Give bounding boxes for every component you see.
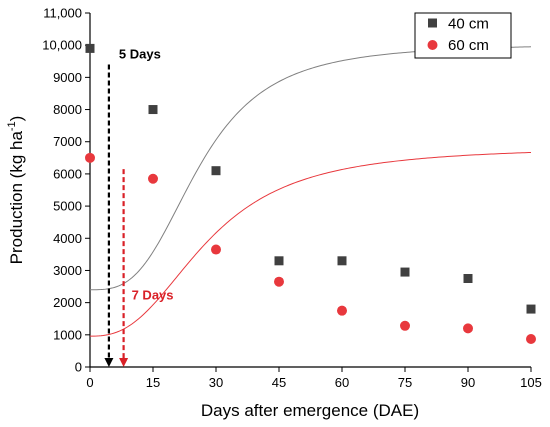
x-tick-label: 15 (146, 375, 160, 390)
y-tick-label: 10,000 (42, 38, 82, 53)
legend: 40 cm 60 cm (414, 12, 512, 59)
data-point-40cm (211, 166, 221, 176)
data-point-40cm (148, 105, 158, 115)
data-point-40cm (400, 267, 410, 277)
data-points (85, 43, 536, 345)
y-tick-label: 0 (75, 360, 82, 375)
y-ticks: 0 1000 2000 3000 4000 5000 6000 7000 8000 9000 10,… (42, 6, 90, 375)
y-tick-label: 8000 (53, 102, 82, 117)
fit-curve (90, 46, 532, 291)
annotation-label: 5 Days (119, 46, 161, 61)
data-point-60cm (526, 334, 536, 345)
data-point-60cm (85, 152, 95, 163)
annotation-arrowhead (104, 358, 114, 367)
annotations: 5 Days 7 Days (104, 46, 174, 367)
y-tick-label: 7000 (53, 134, 82, 149)
x-tick-label: 45 (272, 375, 286, 390)
data-point-60cm (211, 244, 221, 255)
annotation-label: 7 Days (132, 287, 174, 302)
data-point-60cm (400, 320, 410, 331)
x-tick-label: 105 (520, 375, 542, 390)
data-point-60cm (274, 276, 284, 287)
data-point-40cm (526, 304, 536, 314)
y-axis-title-superscript: -1 (6, 121, 18, 131)
plot-area: 0 1000 2000 3000 4000 5000 6000 7000 8000 9000 10,… (42, 6, 542, 391)
x-tick-label: 0 (86, 375, 93, 390)
legend-label-40cm: 40 cm (448, 16, 489, 33)
y-tick-label: 6000 (53, 166, 82, 181)
x-tick-label: 60 (335, 375, 349, 390)
data-point-60cm (463, 323, 473, 334)
y-tick-label: 11,000 (43, 6, 82, 21)
data-point-60cm (148, 173, 158, 184)
data-point-40cm (337, 256, 347, 266)
x-tick-label: 30 (209, 375, 223, 390)
data-point-40cm (85, 43, 95, 53)
fit-curve (89, 151, 532, 337)
legend-marker-60cm (427, 40, 438, 50)
annotation-arrowhead (119, 358, 129, 367)
y-axis-title: Production (kg ha-1) (6, 116, 26, 265)
x-axis-title: Days after emergence (DAE) (201, 401, 419, 420)
y-tick-label: 3000 (53, 263, 82, 278)
x-tick-label: 90 (461, 375, 475, 390)
y-tick-label: 4000 (53, 231, 82, 246)
y-tick-label: 9000 (53, 70, 82, 85)
x-ticks: 0 15 30 45 60 75 90 105 (86, 367, 542, 390)
data-point-40cm (274, 256, 284, 266)
y-tick-label: 5000 (53, 199, 82, 214)
x-tick-label: 75 (398, 375, 412, 390)
y-tick-label: 1000 (53, 327, 82, 342)
y-tick-label: 2000 (53, 295, 82, 310)
legend-marker-40cm (428, 18, 437, 28)
data-point-40cm (463, 274, 473, 283)
data-point-60cm (337, 305, 347, 316)
legend-label-60cm: 60 cm (448, 37, 489, 54)
